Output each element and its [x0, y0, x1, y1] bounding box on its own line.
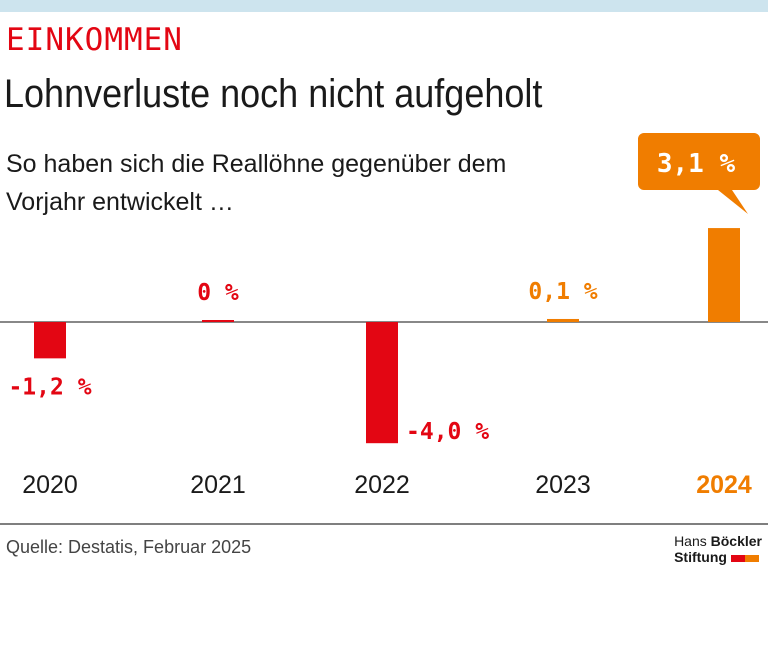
x-tick-label: 2024	[696, 471, 752, 499]
x-tick-label: 2022	[354, 471, 410, 499]
logo-text: Stiftung	[674, 549, 727, 565]
data-label: 3,1 %	[657, 149, 736, 179]
logo-text: Böckler	[710, 533, 762, 549]
data-label: 0 %	[197, 280, 239, 306]
source-note: Quelle: Destatis, Februar 2025	[6, 537, 252, 557]
x-tick-label: 2023	[535, 471, 591, 499]
logo-text: Hans	[674, 533, 707, 549]
x-tick-label: 2020	[22, 471, 78, 499]
top-band	[0, 0, 768, 12]
chart-title: Lohnverluste noch nicht aufgeholt	[4, 72, 543, 116]
x-tick-label: 2021	[190, 471, 246, 499]
logo-red-square	[730, 554, 745, 562]
bar-2020	[34, 322, 66, 359]
data-label: 0,1 %	[528, 279, 597, 305]
data-label: -1,2 %	[8, 374, 91, 400]
bar-2023	[547, 318, 579, 322]
bar-chart: 2020 -1,2 % 2021 0 % 2022 -4,0 % 2023 0,1 % 2024…	[0, 133, 768, 525]
logo-orange-square	[744, 554, 759, 562]
hbs-logo: Hans Böckler Stiftung	[674, 533, 762, 565]
bar-2021	[202, 320, 234, 322]
kicker: EINKOMMEN	[6, 22, 183, 58]
callout-bubble	[638, 133, 760, 214]
bar-2022	[366, 322, 398, 444]
chart-subtitle: So haben sich die Reallöhne gegenüber de…	[6, 150, 507, 216]
bar-2024	[708, 228, 740, 322]
data-label: -4,0 %	[406, 419, 489, 445]
